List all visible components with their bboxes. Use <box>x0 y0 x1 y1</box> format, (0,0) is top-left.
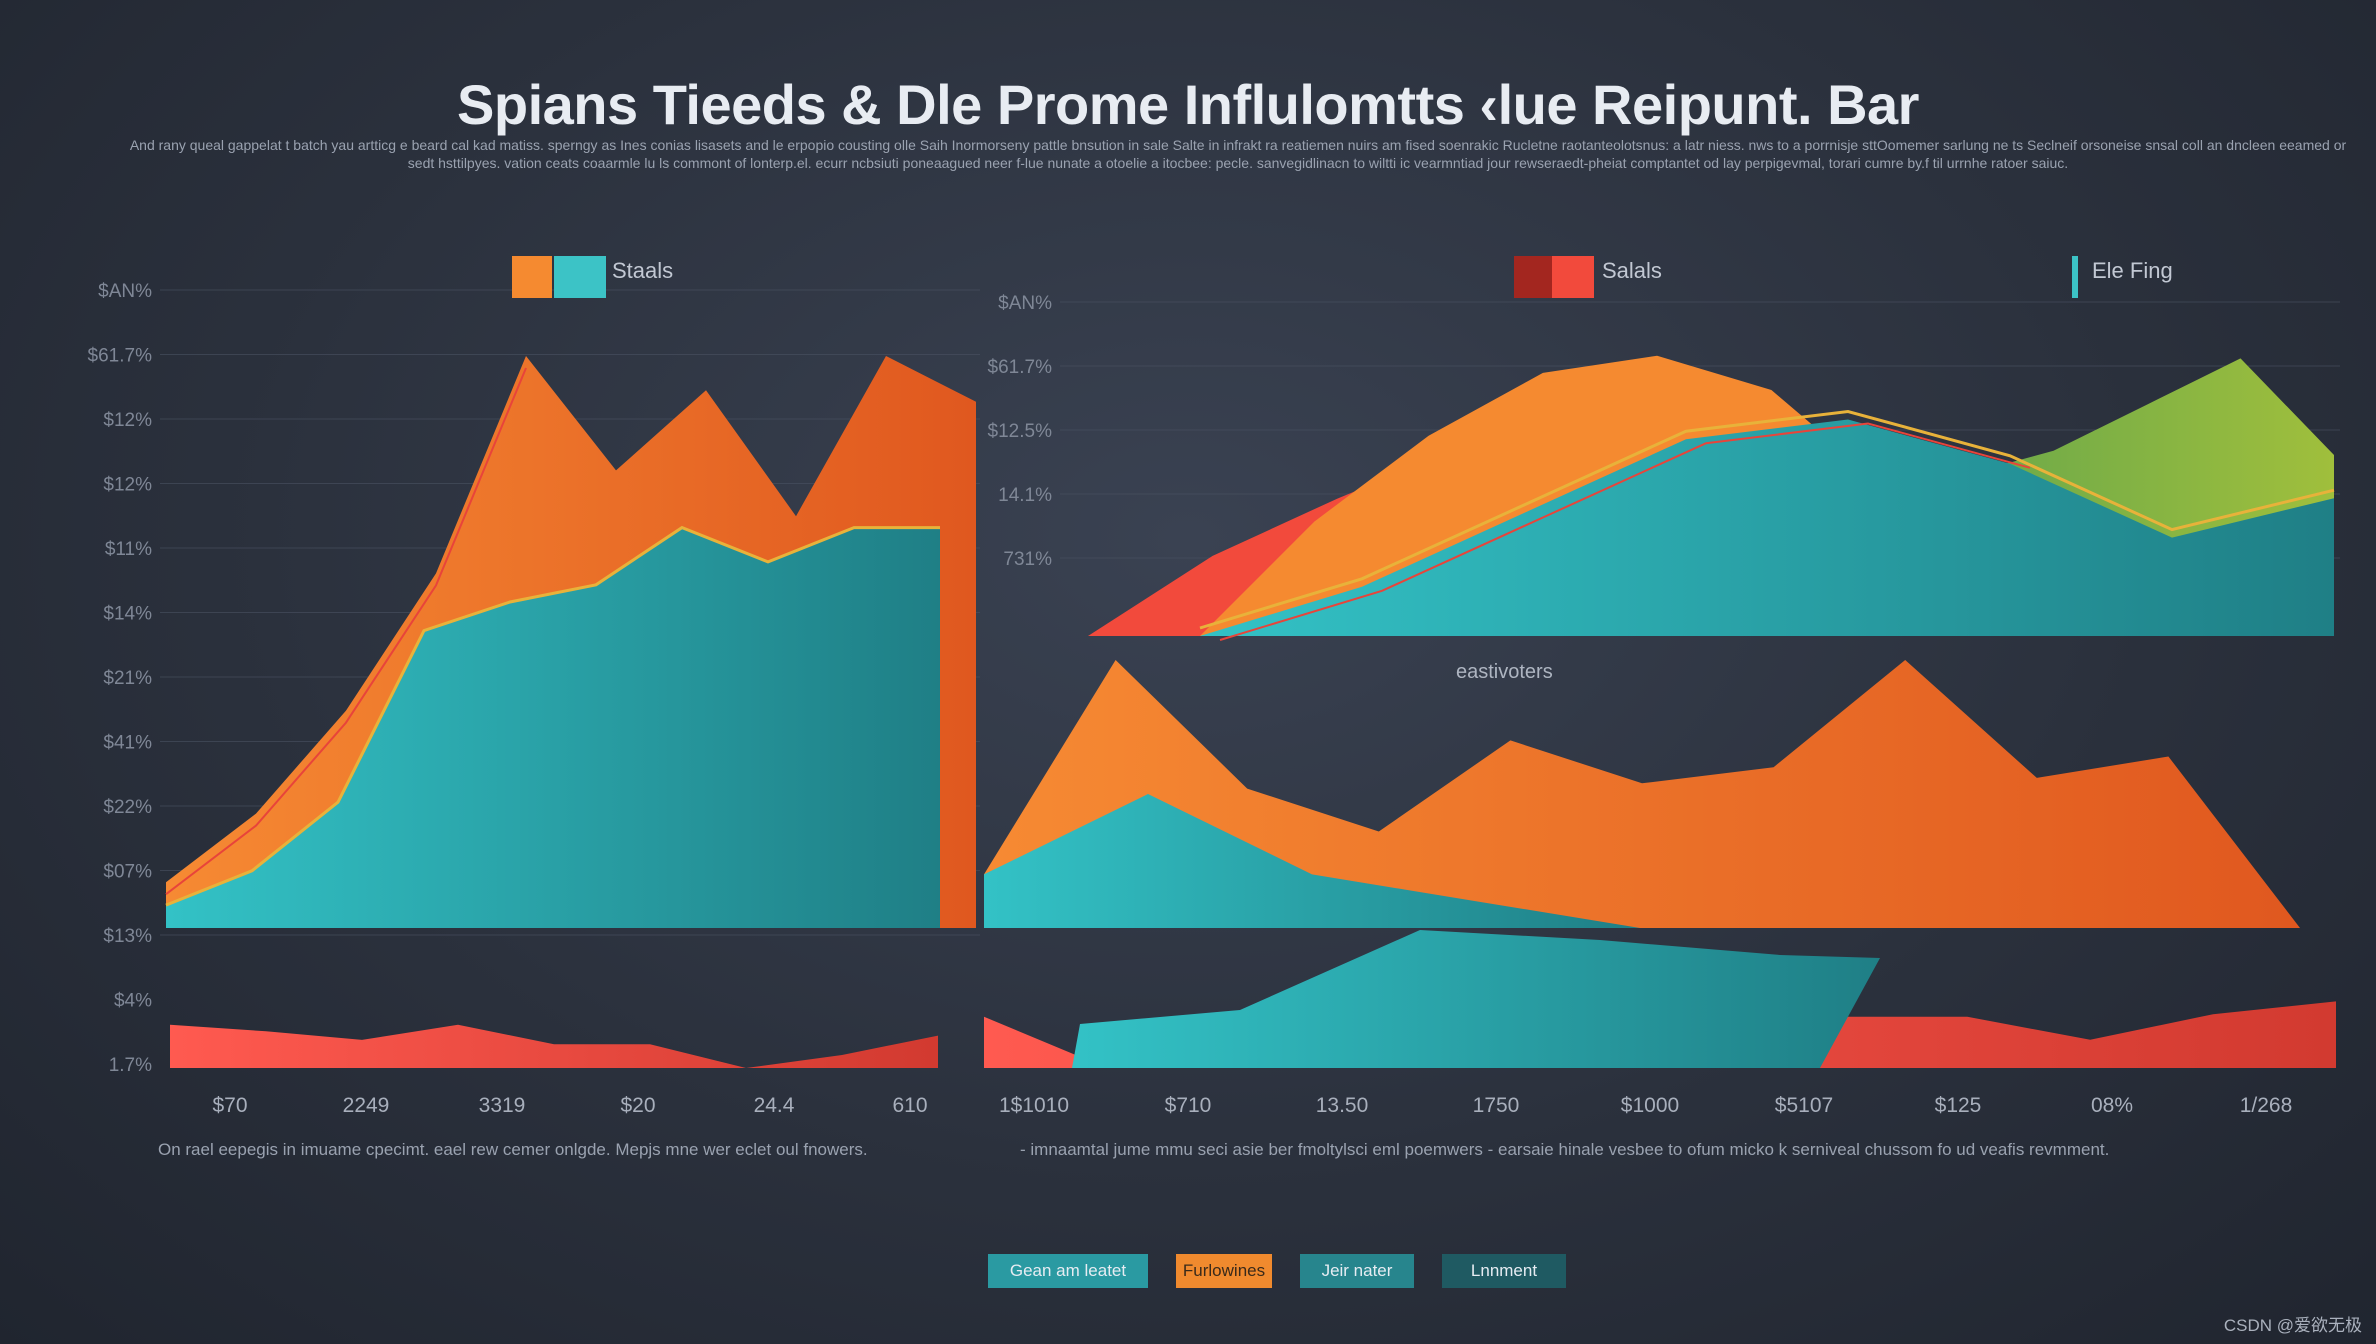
right-bottom-teal-band <box>1072 930 1880 1068</box>
right-ytick-3: 14.1% <box>998 485 1052 506</box>
right-xtick-1: $710 <box>1165 1094 1212 1117</box>
left-ytick-9: $07% <box>103 862 152 883</box>
left-ytick-4: $11% <box>105 539 152 560</box>
left-xtick-1: 2249 <box>343 1094 390 1117</box>
chart-title: Spians Tieeds & Dle Prome Influlomtts ‹l… <box>457 73 1919 136</box>
left-ytick-12: 1.7% <box>109 1055 152 1076</box>
right-ytick-4: 731% <box>1003 549 1052 570</box>
right-xtick-5: $5107 <box>1775 1094 1833 1117</box>
intro-text: And rany queal gappelat t batch yau artt… <box>129 137 2347 171</box>
bottom-button-bar: Gean am leatet Furlowines Jeir nater Lnn… <box>988 1254 1566 1288</box>
left-ytick-2: $12% <box>103 410 152 431</box>
right-ytick-1: $61.7% <box>988 357 1053 378</box>
legend-label-right-2: Ele Fing <box>2092 258 2173 283</box>
legend-swatch-cyan <box>2072 256 2078 298</box>
watermark: CSDN @爱欲无极 <box>2223 1316 2362 1335</box>
left-chart-teal-area <box>166 527 940 928</box>
right-xtick-0: 1$1010 <box>999 1094 1069 1117</box>
left-ytick-6: $21% <box>103 668 152 689</box>
left-ytick-0: $AN% <box>98 281 152 302</box>
left-ytick-7: $41% <box>103 733 152 754</box>
left-ytick-5: $14% <box>103 604 152 625</box>
right-xtick-7: 08% <box>2091 1094 2133 1117</box>
right-bottom-orange-area <box>984 660 2300 928</box>
right-bottom-teal-area <box>984 794 1640 928</box>
button-1[interactable]: Furlowines <box>1176 1254 1272 1288</box>
left-xtick-3: $20 <box>620 1094 655 1117</box>
legend-swatch-red <box>1552 256 1594 298</box>
right-ytick-0: $AN% <box>998 293 1052 314</box>
left-xtick-0: $70 <box>212 1094 247 1117</box>
legend-swatch-orange <box>512 256 552 298</box>
right-top-red-line <box>1219 422 2031 641</box>
left-chart-teal-outline <box>165 525 940 907</box>
right-xtick-3: 1750 <box>1473 1094 1520 1117</box>
left-ytick-11: $4% <box>114 991 152 1012</box>
right-mid-label: eastivoters <box>1456 661 1553 683</box>
right-top-gold-line <box>1199 409 2335 630</box>
right-xtick-2: 13.50 <box>1316 1094 1369 1117</box>
button-0[interactable]: Gean am leatet <box>988 1254 1148 1288</box>
right-ytick-2: $12.5% <box>988 421 1053 442</box>
legend-swatch-teal <box>554 256 606 298</box>
legend-label-right-1: Salals <box>1602 258 1662 283</box>
right-top-teal-area <box>1200 419 2334 636</box>
right-caption: - imnaamtal jume mmu seci asie ber fmolt… <box>1020 1140 2110 1159</box>
right-xtick-6: $125 <box>1935 1094 1982 1117</box>
left-xtick-4: 24.4 <box>754 1094 795 1117</box>
left-ytick-3: $12% <box>103 475 152 496</box>
left-caption: On rael eepegis in imuame cpecimt. eael … <box>158 1140 868 1159</box>
left-ytick-1: $61.7% <box>88 346 153 367</box>
legend-swatch-darkred <box>1514 256 1552 298</box>
legend-label-left: Staals <box>612 258 673 283</box>
right-xtick-8: 1/268 <box>2240 1094 2293 1117</box>
button-2[interactable]: Jeir nater <box>1300 1254 1414 1288</box>
left-ytick-10: $13% <box>103 926 152 947</box>
left-ytick-8: $22% <box>103 797 152 818</box>
left-xtick-2: 3319 <box>479 1094 526 1117</box>
left-chart-red-outline <box>165 367 527 895</box>
button-3[interactable]: Lnnment <box>1442 1254 1566 1288</box>
right-xtick-4: $1000 <box>1621 1094 1679 1117</box>
left-xtick-5: 610 <box>892 1094 927 1117</box>
left-chart-red-band <box>170 1024 938 1068</box>
